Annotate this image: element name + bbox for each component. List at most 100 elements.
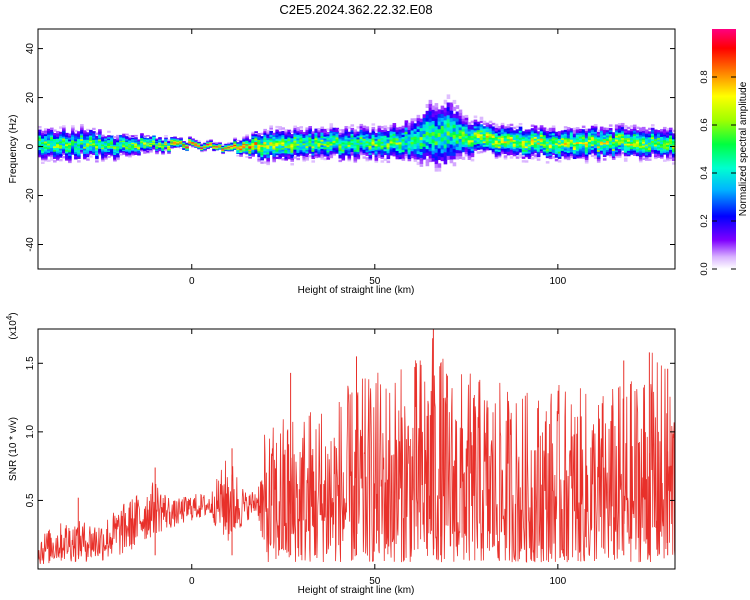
heatmap-cell — [173, 145, 177, 147]
heatmap-cell — [68, 144, 72, 147]
heatmap-cell — [281, 158, 285, 161]
heatmap-cell — [272, 154, 276, 157]
heatmap-cell — [560, 146, 565, 150]
heatmap-cell — [602, 152, 607, 156]
heatmap-cell — [554, 144, 559, 147]
heatmap-cell — [590, 140, 595, 143]
heatmap-cell — [392, 149, 397, 153]
heatmap-cell — [92, 144, 96, 147]
heatmap-cell — [569, 133, 574, 137]
heatmap-cell — [173, 146, 177, 148]
heatmap-cell — [623, 128, 628, 132]
heatmap-cell — [161, 141, 165, 143]
heatmap-cell — [635, 150, 640, 153]
heatmap-cell — [89, 134, 93, 138]
heatmap-cell — [431, 135, 436, 140]
heatmap-cell — [62, 132, 66, 135]
y-tick-label: 0.5 — [25, 493, 36, 507]
heatmap-cell — [191, 138, 195, 140]
heatmap-cell — [473, 144, 478, 147]
heatmap-cell — [125, 151, 129, 154]
heatmap-cell — [353, 143, 358, 147]
heatmap-cell — [506, 151, 511, 154]
heatmap-cell — [104, 151, 108, 154]
heatmap-cell — [437, 128, 442, 134]
heatmap-cell — [44, 149, 48, 153]
heatmap-cell — [629, 139, 634, 143]
heatmap-cell — [119, 140, 123, 143]
heatmap-cell — [377, 129, 382, 132]
heatmap-cell — [638, 156, 643, 159]
heatmap-cell — [614, 131, 619, 135]
heatmap-cell — [581, 125, 586, 129]
heatmap-cell — [158, 139, 162, 142]
heatmap-cell — [473, 115, 478, 119]
heatmap-cell — [380, 131, 385, 135]
heatmap-cell — [275, 151, 279, 154]
heatmap-cell — [545, 132, 550, 135]
heatmap-cell — [104, 148, 108, 151]
heatmap-cell — [590, 134, 595, 138]
heatmap-cell — [188, 136, 192, 138]
heatmap-cell — [560, 148, 565, 151]
heatmap-cell — [263, 155, 267, 159]
heatmap-cell — [389, 128, 394, 132]
heatmap-cell — [668, 143, 673, 147]
heatmap-cell — [86, 134, 90, 137]
heatmap-cell — [467, 150, 472, 154]
heatmap-cell — [569, 146, 574, 149]
heatmap-cell — [347, 149, 352, 153]
heatmap-cell — [542, 131, 547, 134]
heatmap-cell — [98, 148, 102, 151]
heatmap-cell — [443, 119, 448, 125]
heatmap-cell — [428, 136, 433, 141]
heatmap-cell — [620, 142, 625, 146]
heatmap-cell — [383, 127, 388, 130]
heatmap-cell — [500, 122, 505, 126]
heatmap-cell — [401, 142, 406, 146]
heatmap-cell — [71, 134, 75, 137]
heatmap-cell — [494, 154, 499, 157]
heatmap-cell — [548, 145, 553, 149]
heatmap-cell — [278, 145, 282, 149]
heatmap-cell — [383, 158, 388, 161]
heatmap-cell — [440, 121, 445, 126]
heatmap-cell — [47, 146, 51, 150]
heatmap-cell — [461, 149, 466, 153]
heatmap-cell — [134, 140, 138, 143]
heatmap-cell — [428, 103, 433, 108]
heatmap-cell — [104, 139, 108, 142]
heatmap-cell — [551, 136, 556, 139]
heatmap-cell — [158, 146, 162, 148]
heatmap-cell — [575, 141, 580, 144]
heatmap-cell — [632, 133, 637, 137]
heatmap-cell — [644, 131, 649, 134]
heatmap-cell — [410, 125, 415, 129]
heatmap-cell — [47, 143, 51, 146]
heatmap-cell — [245, 151, 249, 154]
heatmap-cell — [305, 154, 310, 157]
heatmap-cell — [257, 140, 261, 144]
heatmap-cell — [41, 154, 45, 157]
heatmap-cell — [452, 162, 457, 167]
heatmap-cell — [416, 139, 421, 144]
heatmap-cell — [635, 146, 640, 149]
heatmap-cell — [242, 140, 246, 143]
heatmap-cell — [518, 122, 523, 126]
heatmap-cell — [572, 147, 577, 150]
heatmap-cell — [503, 128, 508, 131]
heatmap-cell — [644, 149, 649, 152]
heatmap-cell — [356, 138, 361, 142]
heatmap-cell — [332, 140, 337, 143]
heatmap-cell — [302, 150, 307, 153]
heatmap-cell — [596, 133, 601, 136]
heatmap-cell — [116, 134, 120, 137]
heatmap-cell — [452, 120, 457, 125]
heatmap-cell — [281, 147, 285, 150]
heatmap-cell — [641, 157, 646, 161]
heatmap-cell — [248, 151, 252, 154]
heatmap-cell — [563, 149, 568, 153]
heatmap-cell — [269, 132, 273, 136]
heatmap-cell — [338, 156, 343, 159]
heatmap-cell — [236, 145, 240, 147]
